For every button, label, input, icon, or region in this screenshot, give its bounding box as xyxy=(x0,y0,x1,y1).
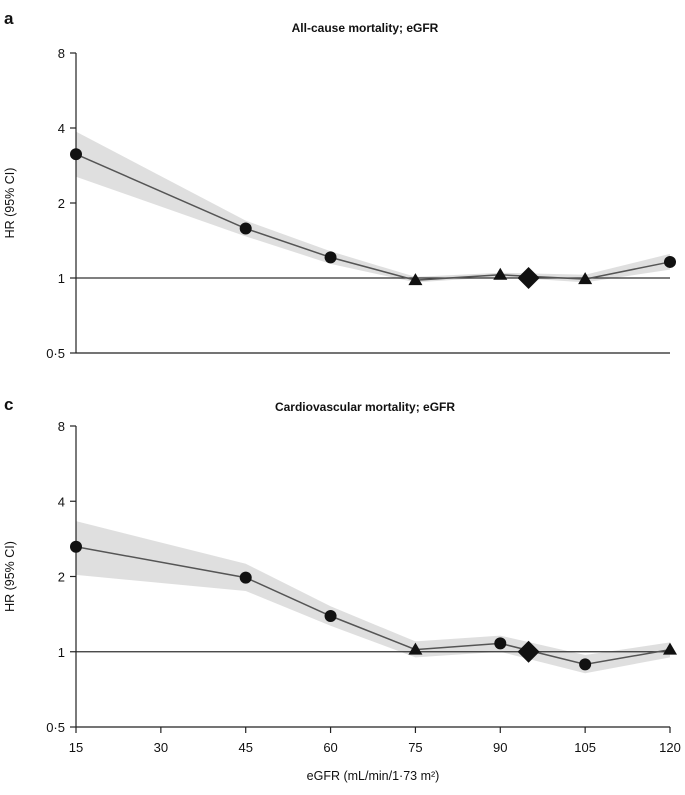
data-point-circle xyxy=(324,609,337,622)
chart-panel-c: c Cardiovascular mortality; eGFR 0·5 1 2 4 8 15… xyxy=(3,395,681,783)
data-point-circle xyxy=(494,637,507,650)
panel-letter: a xyxy=(4,9,14,28)
x-tick-label: 45 xyxy=(238,740,252,755)
data-point-circle xyxy=(70,540,82,553)
data-point-circle xyxy=(239,571,252,584)
confidence-band xyxy=(76,131,670,283)
y-tick-label: 8 xyxy=(58,419,65,434)
data-point-triangle xyxy=(578,272,593,285)
y-tick-label: 0·5 xyxy=(46,720,65,735)
x-tick-label: 105 xyxy=(574,740,596,755)
chart-panel-a: a All-cause mortality; eGFR 0·5 1 2 4 8 HR (95%… xyxy=(3,9,676,361)
y-tick-label: 4 xyxy=(58,121,65,136)
y-tick-label: 8 xyxy=(58,46,65,61)
data-point-circle xyxy=(664,255,676,268)
reference-diamond xyxy=(517,267,540,289)
y-tick-label: 0·5 xyxy=(46,346,65,361)
y-tick-label: 1 xyxy=(58,271,65,286)
data-point-triangle xyxy=(408,642,423,655)
reference-diamond xyxy=(517,640,540,663)
x-tick-label: 75 xyxy=(408,740,422,755)
panel-letter: c xyxy=(4,395,13,414)
data-point-triangle xyxy=(493,267,508,280)
data-point-circle xyxy=(579,658,592,671)
x-axis-title: eGFR (mL/min/1·73 m²) xyxy=(307,769,440,783)
chart-title: Cardiovascular mortality; eGFR xyxy=(275,400,455,414)
x-tick-label: 15 xyxy=(69,740,83,755)
x-tick-label: 90 xyxy=(493,740,507,755)
data-point-circle xyxy=(324,251,337,264)
data-point-triangle xyxy=(663,642,677,655)
confidence-band xyxy=(76,521,670,674)
chart-title: All-cause mortality; eGFR xyxy=(292,21,439,35)
data-point-circle xyxy=(70,148,82,161)
y-tick-label: 2 xyxy=(58,570,65,585)
data-point-triangle xyxy=(408,273,423,286)
x-tick-label: 120 xyxy=(659,740,681,755)
x-tick-label: 60 xyxy=(323,740,337,755)
y-tick-label: 4 xyxy=(58,494,65,509)
y-tick-label: 1 xyxy=(58,645,65,660)
y-axis-title: HR (95% CI) xyxy=(3,541,17,612)
y-axis-title: HR (95% CI) xyxy=(3,168,17,239)
data-point-circle xyxy=(239,222,252,235)
series-line xyxy=(75,153,671,281)
y-tick-label: 2 xyxy=(58,196,65,211)
x-tick-label: 30 xyxy=(154,740,168,755)
